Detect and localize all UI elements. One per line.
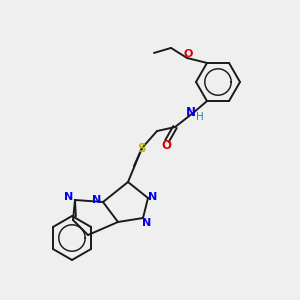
Text: N: N <box>92 195 102 205</box>
Text: S: S <box>137 142 145 154</box>
Text: O: O <box>161 139 171 152</box>
Text: N: N <box>148 192 158 202</box>
Text: N: N <box>186 106 196 118</box>
Text: N: N <box>142 218 152 228</box>
Text: H: H <box>196 112 204 122</box>
Text: O: O <box>183 49 193 59</box>
Text: N: N <box>64 192 74 202</box>
